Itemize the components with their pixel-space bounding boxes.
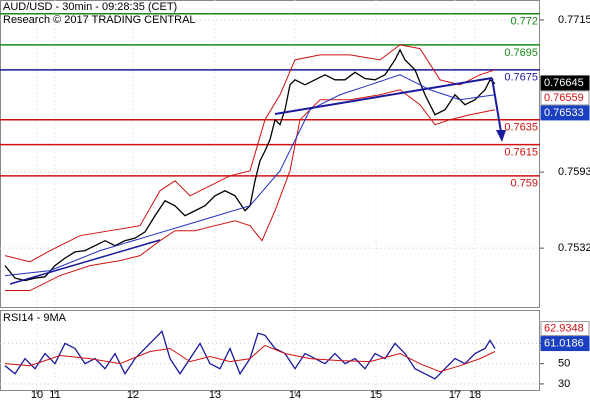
y-tick-label: 0.7593 <box>558 166 590 178</box>
rsi-title: RSI14 - 9MA <box>3 312 67 324</box>
level-label: 0.7675 <box>504 72 538 84</box>
y-tick-label: 50 <box>558 358 570 370</box>
y-tick-label: 30 <box>558 378 570 390</box>
series-line <box>4 48 496 282</box>
price-tag-label: 0.76533 <box>544 107 584 119</box>
level-label: 0.7635 <box>504 122 538 134</box>
price-tag <box>540 90 590 106</box>
x-tick-label: 10 <box>31 389 43 400</box>
level-label: 0.772 <box>510 16 538 28</box>
price-tag-label: 62.9348 <box>544 322 584 334</box>
x-tick-label: 18 <box>469 389 481 400</box>
price-tag <box>540 75 590 91</box>
series-line <box>5 89 496 292</box>
price-tag-label: 0.76645 <box>544 77 584 89</box>
forecast-arrow <box>491 77 502 133</box>
x-tick-label: 14 <box>289 389 301 400</box>
level-label: 0.7695 <box>504 47 538 59</box>
chart-title: AUD/USD - 30min - 09:28:35 (CET) <box>3 1 177 13</box>
series-line <box>4 44 496 263</box>
price-tag-label: 61.0186 <box>544 337 584 349</box>
support-trendline <box>9 239 161 285</box>
rsi-panel-frame <box>0 310 540 391</box>
series-line <box>4 74 496 277</box>
y-tick-label: 0.7532 <box>558 242 590 254</box>
x-tick-label: 17 <box>449 389 461 400</box>
level-label: 0.759 <box>510 178 538 190</box>
arrow-head <box>496 130 506 142</box>
channel-trendline <box>274 77 493 115</box>
price-panel-frame <box>0 0 540 308</box>
series-line <box>4 330 496 380</box>
chart-subtitle: Research © 2017 TRADING CENTRAL <box>3 14 196 26</box>
level-label: 0.7615 <box>504 147 538 159</box>
price-tag <box>540 105 590 121</box>
series-line <box>4 344 496 373</box>
x-tick-label: 15 <box>370 389 382 400</box>
x-tick-label: 13 <box>209 389 221 400</box>
x-tick-label: 11 <box>49 389 60 400</box>
price-tag <box>540 336 590 352</box>
x-tick-label: 12 <box>127 389 139 400</box>
price-tag <box>540 321 590 337</box>
y-tick-label: 0.7715 <box>558 14 590 26</box>
price-tag-label: 0.76559 <box>544 92 584 104</box>
